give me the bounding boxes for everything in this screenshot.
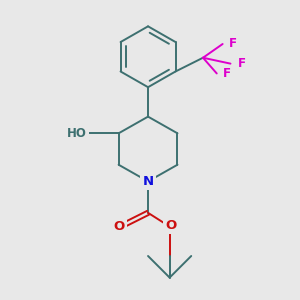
Text: O: O [113, 220, 124, 233]
Text: F: F [238, 57, 246, 70]
Text: O: O [165, 219, 176, 232]
Text: HO: HO [67, 127, 87, 140]
Text: F: F [223, 67, 231, 80]
Text: N: N [142, 175, 154, 188]
Text: F: F [229, 38, 236, 50]
